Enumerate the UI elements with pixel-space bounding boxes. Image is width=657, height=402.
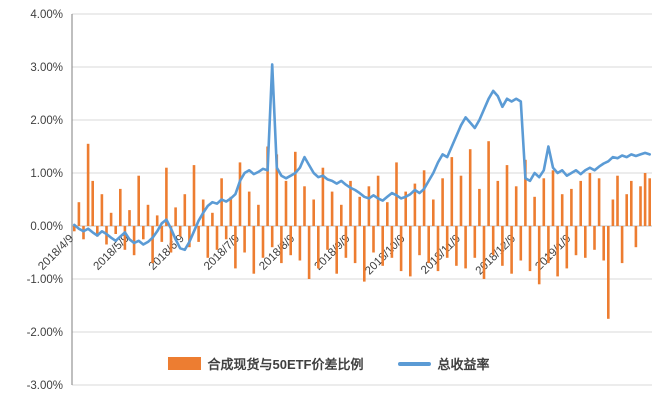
line-series-swatch xyxy=(397,361,431,366)
svg-text:0.00%: 0.00% xyxy=(30,221,63,233)
svg-text:-1.00%: -1.00% xyxy=(27,274,63,286)
bar-series-swatch xyxy=(167,357,201,370)
svg-text:4.00%: 4.00% xyxy=(30,9,63,21)
svg-text:2018/4/9: 2018/4/9 xyxy=(36,233,76,273)
svg-text:2.00%: 2.00% xyxy=(30,115,63,127)
legend-item-total-return: 总收益率 xyxy=(397,354,490,373)
svg-text:3.00%: 3.00% xyxy=(30,62,63,74)
svg-text:1.00%: 1.00% xyxy=(30,168,63,180)
chart-legend: 合成现货与50ETF价差比例 总收益率 xyxy=(167,354,490,373)
svg-text:-3.00%: -3.00% xyxy=(27,380,63,392)
svg-text:-2.00%: -2.00% xyxy=(27,327,63,339)
legend-label-total-return: 总收益率 xyxy=(437,357,490,372)
legend-item-spread-ratio: 合成现货与50ETF价差比例 xyxy=(167,354,364,373)
legend-label-spread-ratio: 合成现货与50ETF价差比例 xyxy=(207,357,364,372)
